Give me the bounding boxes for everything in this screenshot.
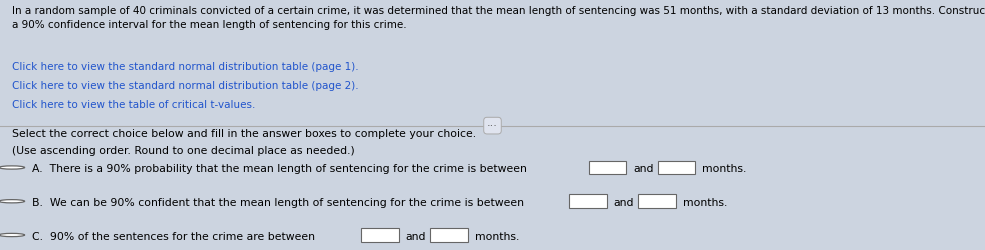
Text: (Use ascending order. Round to one decimal place as needed.): (Use ascending order. Round to one decim… [12,146,355,156]
Circle shape [0,200,25,203]
Text: Select the correct choice below and fill in the answer boxes to complete your ch: Select the correct choice below and fill… [12,129,476,139]
Text: In a random sample of 40 criminals convicted of a certain crime, it was determin: In a random sample of 40 criminals convi… [12,6,985,30]
Text: Click here to view the table of critical t-values.: Click here to view the table of critical… [12,100,255,110]
Text: and: and [406,232,427,242]
Text: months.: months. [683,198,727,208]
Text: A.  There is a 90% probability that the mean length of sentencing for the crime : A. There is a 90% probability that the m… [32,164,526,174]
Text: and: and [614,198,634,208]
Text: C.  90% of the sentences for the crime are between: C. 90% of the sentences for the crime ar… [32,232,314,242]
Text: months.: months. [702,164,747,174]
Text: B.  We can be 90% confident that the mean length of sentencing for the crime is : B. We can be 90% confident that the mean… [32,198,523,208]
Text: Click here to view the standard normal distribution table (page 2).: Click here to view the standard normal d… [12,81,359,91]
FancyBboxPatch shape [638,194,676,208]
FancyBboxPatch shape [361,228,399,242]
Text: and: and [633,164,654,174]
FancyBboxPatch shape [589,161,626,174]
FancyBboxPatch shape [569,194,607,208]
FancyBboxPatch shape [430,228,468,242]
Text: months.: months. [475,232,519,242]
Text: Click here to view the standard normal distribution table (page 1).: Click here to view the standard normal d… [12,62,359,72]
Text: ···: ··· [487,121,498,130]
Circle shape [0,234,25,236]
Circle shape [0,166,25,169]
FancyBboxPatch shape [658,161,695,174]
